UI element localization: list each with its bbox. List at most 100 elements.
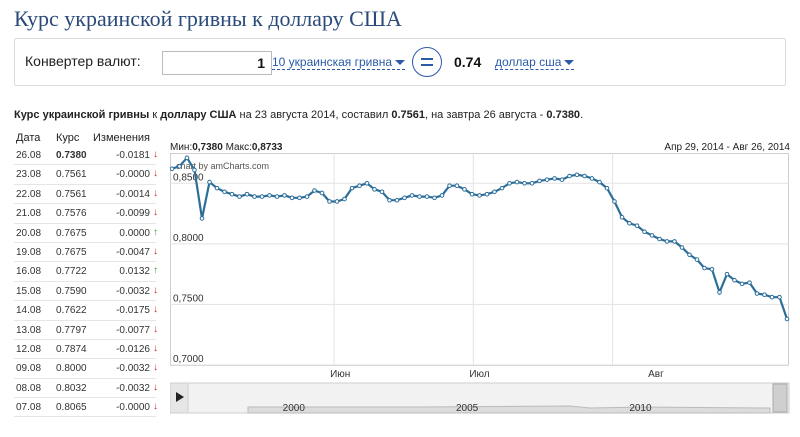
min-label: Мин: bbox=[170, 142, 193, 153]
swap-currencies-button[interactable] bbox=[412, 47, 442, 77]
row-date: 19.08 bbox=[16, 246, 42, 258]
data-point bbox=[417, 194, 422, 199]
data-point bbox=[514, 179, 520, 185]
data-point bbox=[574, 172, 580, 178]
arrow-down-icon: ↓ bbox=[153, 168, 158, 180]
swap-icon bbox=[421, 58, 433, 60]
navigator-area bbox=[247, 405, 771, 414]
data-point bbox=[379, 189, 385, 195]
rate-chart: Мин:0,7380 Макс:0,8733 Апр 29, 2014 - Ав… bbox=[170, 138, 790, 437]
min-value: 0,7380 bbox=[192, 142, 223, 153]
data-point bbox=[649, 233, 655, 238]
table-row: 20.08 0.7675 0.0000 ↑ bbox=[14, 224, 158, 243]
data-point bbox=[297, 195, 302, 201]
row-date: 09.08 bbox=[16, 363, 42, 375]
data-point bbox=[432, 195, 437, 201]
row-date: 12.08 bbox=[16, 343, 42, 355]
data-point bbox=[327, 199, 332, 204]
to-currency-label: доллар сша bbox=[495, 55, 562, 69]
data-point bbox=[567, 173, 572, 179]
arrow-down-icon: ↓ bbox=[153, 342, 158, 354]
row-change: -0.0032 ↓ bbox=[116, 285, 158, 297]
table-header: Дата Курс Изменения bbox=[14, 130, 156, 146]
arrow-up-icon: ↑ bbox=[153, 226, 158, 238]
summary-mid2: , на завтра 26 августа - bbox=[425, 109, 547, 121]
table-row: 14.08 0.7622 -0.0175 ↓ bbox=[14, 301, 158, 321]
data-point bbox=[289, 195, 295, 201]
y-tick-label: 0,7000 bbox=[173, 354, 204, 365]
data-point bbox=[544, 177, 550, 182]
amount-input[interactable] bbox=[162, 51, 272, 75]
arrow-down-icon: ↓ bbox=[153, 362, 158, 374]
table-row: 26.08 0.7380 -0.0181 ↓ bbox=[14, 146, 158, 166]
data-point bbox=[364, 180, 370, 186]
row-rate: 0.7561 bbox=[56, 169, 87, 181]
x-axis-band bbox=[170, 366, 789, 382]
table-row: 07.08 0.8065 -0.0000 ↓ bbox=[14, 398, 158, 418]
summary-dollar: доллару США bbox=[160, 109, 237, 121]
y-tick-label: 0,8500 bbox=[173, 172, 204, 183]
row-date: 15.08 bbox=[16, 285, 42, 297]
currency-converter: Конвертер валют: 10 украинская гривна 0.… bbox=[14, 38, 786, 86]
row-change-value: -0.0000 bbox=[116, 402, 150, 414]
row-change-value: -0.0032 bbox=[116, 382, 150, 394]
row-rate: 0.7675 bbox=[56, 227, 87, 239]
data-point bbox=[342, 196, 347, 202]
data-point bbox=[409, 193, 415, 198]
row-change-value: 0.0132 bbox=[119, 266, 150, 278]
data-point bbox=[619, 214, 625, 220]
to-currency-select[interactable]: доллар сша bbox=[495, 55, 575, 70]
play-icon bbox=[176, 392, 184, 402]
arrow-down-icon: ↓ bbox=[153, 304, 158, 316]
data-point bbox=[529, 180, 535, 186]
data-point bbox=[702, 265, 707, 271]
data-point bbox=[394, 197, 400, 203]
data-point bbox=[484, 191, 490, 197]
from-currency-select[interactable]: 10 украинская гривна bbox=[272, 55, 406, 70]
arrow-down-icon: ↓ bbox=[153, 284, 158, 296]
table-row: 13.08 0.7797 -0.0077 ↓ bbox=[14, 321, 158, 340]
data-point bbox=[589, 176, 595, 181]
row-date: 14.08 bbox=[16, 305, 42, 317]
arrow-down-icon: ↓ bbox=[153, 245, 158, 257]
swap-icon-line bbox=[421, 64, 433, 66]
plot-area bbox=[170, 153, 789, 366]
date-range: Апр 29, 2014 - Авг 26, 2014 bbox=[664, 142, 790, 153]
row-change: -0.0032 ↓ bbox=[116, 382, 158, 394]
data-point bbox=[387, 197, 392, 203]
row-change-value: -0.0032 bbox=[116, 363, 150, 375]
chevron-down-icon bbox=[564, 60, 575, 66]
row-rate: 0.7576 bbox=[56, 208, 87, 220]
summary-prefix: Курс украинской гривны bbox=[14, 109, 150, 121]
data-point bbox=[184, 155, 190, 161]
chart-top-bar: Мин:0,7380 Макс:0,8733 Апр 29, 2014 - Ав… bbox=[170, 138, 790, 154]
table-row: 16.08 0.7722 0.0132 ↑ bbox=[14, 262, 158, 282]
summary-value: 0.7561 bbox=[391, 109, 425, 121]
row-rate: 0.7622 bbox=[56, 305, 87, 317]
data-point bbox=[282, 193, 287, 198]
row-rate: 0.7590 bbox=[56, 285, 87, 297]
arrow-down-icon: ↓ bbox=[153, 323, 158, 335]
chart-credit: chart by amCharts.com bbox=[176, 161, 269, 171]
y-tick-label: 0,7500 bbox=[173, 293, 204, 304]
data-point bbox=[537, 178, 542, 184]
row-rate: 0.7797 bbox=[56, 324, 87, 336]
x-tick-label: Июл bbox=[469, 369, 489, 380]
data-point bbox=[259, 194, 265, 199]
arrow-down-icon: ↓ bbox=[153, 187, 158, 199]
data-point bbox=[604, 185, 610, 191]
row-change: -0.0181 ↓ bbox=[116, 149, 158, 161]
data-point bbox=[679, 245, 685, 250]
data-point bbox=[207, 179, 212, 185]
row-change: -0.0014 ↓ bbox=[116, 188, 158, 200]
data-point bbox=[739, 281, 745, 287]
row-change: -0.0099 ↓ bbox=[116, 207, 158, 219]
row-rate: 0.7675 bbox=[56, 246, 87, 258]
data-point bbox=[424, 194, 430, 199]
arrow-down-icon: ↓ bbox=[153, 207, 158, 219]
table-row: 09.08 0.8000 -0.0032 ↓ bbox=[14, 359, 158, 379]
data-point bbox=[439, 193, 445, 198]
data-point bbox=[642, 229, 647, 235]
data-point bbox=[507, 180, 512, 186]
data-point bbox=[214, 185, 220, 191]
